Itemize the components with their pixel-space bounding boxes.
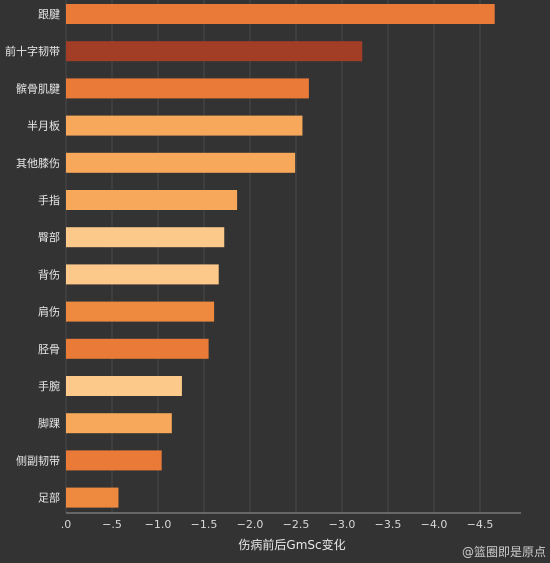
bar	[66, 338, 209, 359]
bar	[66, 152, 296, 173]
watermark: @篮圈即是原点	[462, 544, 546, 559]
x-tick-labels: .0 −.5 −1.0 −1.5 −2.0 −2.5 −3.0 −3.5 −4.0 −4.5	[61, 518, 494, 531]
category-label: 背伤	[38, 267, 60, 281]
category-label: 手指	[38, 193, 60, 207]
category-label: 胫骨	[38, 343, 60, 356]
bar	[66, 264, 219, 285]
bar	[66, 413, 172, 434]
bar	[66, 115, 303, 136]
x-tick-label: −3.5	[375, 518, 402, 531]
category-label: 半月板	[27, 119, 60, 133]
bar	[66, 4, 495, 24]
bar	[66, 227, 225, 248]
bar	[66, 78, 309, 99]
x-tick-label: −4.5	[467, 518, 494, 531]
x-axis-title: 伤病前后GmSc变化	[238, 537, 345, 552]
bar	[66, 301, 215, 322]
category-label: 手腕	[38, 379, 60, 393]
bar	[66, 487, 119, 508]
bar	[66, 190, 238, 210]
x-tick-label: .0	[61, 518, 72, 531]
category-label: 侧副韧带	[16, 454, 60, 467]
grid-lines	[65, 0, 481, 513]
bar	[66, 376, 182, 396]
category-label: 跟腱	[38, 8, 60, 21]
bar	[66, 450, 162, 471]
x-tick-label: −1.0	[145, 518, 172, 531]
category-label: 足部	[38, 491, 60, 505]
category-label: 脚踝	[38, 416, 60, 430]
bars	[66, 4, 495, 508]
category-label: 前十字韧带	[5, 44, 60, 58]
x-tick-label: −4.0	[421, 518, 448, 531]
category-label: 肩伤	[38, 305, 60, 319]
category-label: 其他膝伤	[16, 157, 60, 170]
category-label: 髌骨肌腱	[16, 81, 60, 95]
category-label: 臀部	[38, 230, 60, 244]
x-tick-label: −3.0	[329, 518, 356, 531]
bar	[66, 41, 363, 62]
x-tick-label: −2.5	[283, 518, 310, 531]
x-tick-label: −1.5	[191, 518, 218, 531]
x-tick-label: −2.0	[237, 518, 264, 531]
x-tick-label: −.5	[102, 518, 122, 531]
